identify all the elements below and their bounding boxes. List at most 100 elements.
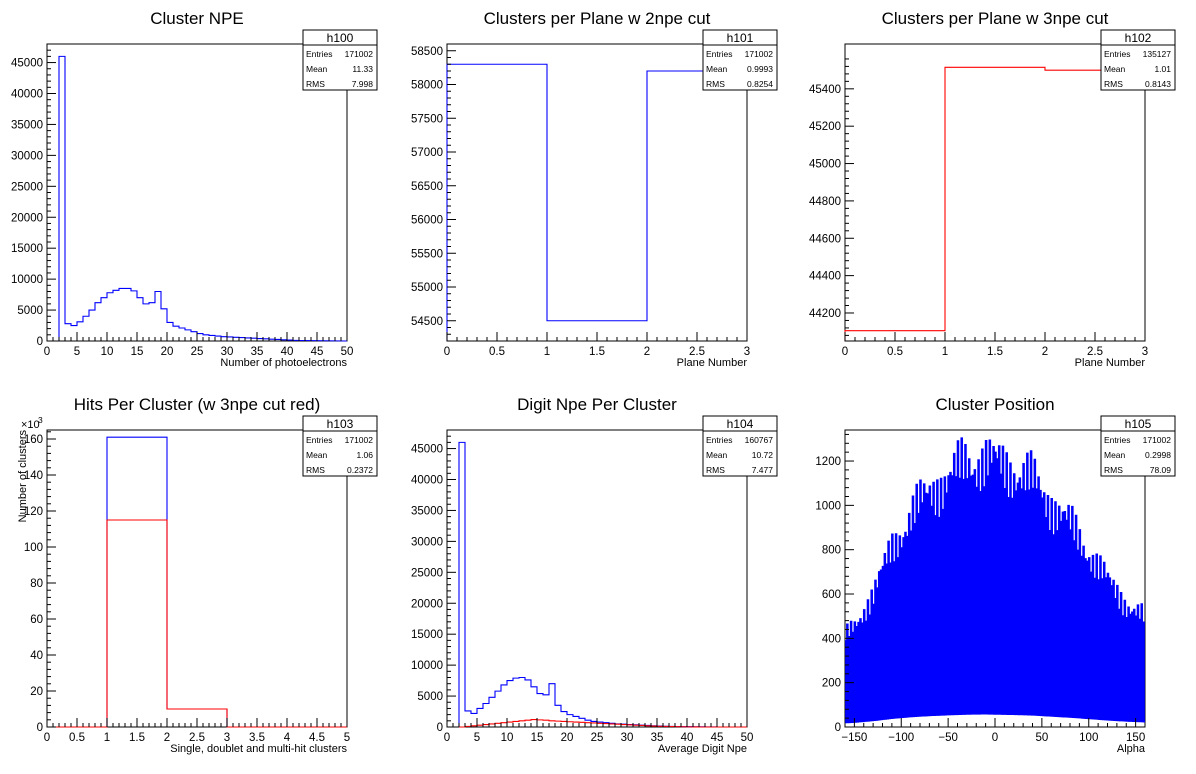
y-tick-label: 25000 bbox=[11, 181, 43, 193]
y-tick-label: 30000 bbox=[411, 536, 443, 548]
x-tick-label: 50 bbox=[341, 346, 354, 358]
stats-name: h102 bbox=[1125, 31, 1152, 45]
x-tick-label: 45 bbox=[311, 346, 324, 358]
stats-box-frame bbox=[302, 415, 378, 477]
x-tick-label: 50 bbox=[741, 732, 754, 744]
y-tick-label: 160 bbox=[24, 434, 43, 446]
stats-value-mean: 1.01 bbox=[1154, 64, 1171, 74]
stats-label-mean: Mean bbox=[706, 450, 728, 460]
stats-value-rms: 0.2372 bbox=[347, 465, 373, 475]
chart-panel-h103: Hits Per Cluster (w 3npe cut red) 0 0.5 1 1.… bbox=[17, 395, 378, 755]
stats-box-frame bbox=[702, 29, 778, 91]
stats-box: h104 Entries 160767 Mean 10.72 RMS 7.477 bbox=[702, 415, 778, 477]
plot-frame bbox=[446, 43, 748, 342]
y-tick-label: 58500 bbox=[411, 46, 443, 58]
y-tick-label: 1200 bbox=[815, 456, 841, 468]
stats-value-mean: 1.06 bbox=[356, 450, 373, 460]
x-tick-label: 35 bbox=[251, 346, 264, 358]
x-tick-label: 0.5 bbox=[489, 346, 505, 358]
x-tick-label: 3 bbox=[224, 732, 230, 744]
x-tick-label: −100 bbox=[888, 732, 914, 744]
y-tick-label: 58000 bbox=[411, 80, 443, 92]
x-tick-label: 1 bbox=[104, 732, 110, 744]
stats-value-entries: 171002 bbox=[745, 49, 774, 59]
x-tick-label: 1.5 bbox=[987, 346, 1003, 358]
x-axis-label: Average Digit Npe bbox=[658, 743, 747, 755]
x-tick-label: 25 bbox=[191, 346, 204, 358]
y-tick-label: 80 bbox=[30, 578, 43, 590]
y-tick-label: 45200 bbox=[809, 121, 841, 133]
y-tick-label: 55000 bbox=[411, 282, 443, 294]
stats-label-entries: Entries bbox=[706, 49, 732, 59]
stats-label-mean: Mean bbox=[306, 64, 328, 74]
x-tick-label: 0 bbox=[44, 732, 50, 744]
x-tick-label: 40 bbox=[681, 732, 694, 744]
x-tick-label: 20 bbox=[561, 732, 574, 744]
x-tick-label: 0 bbox=[44, 346, 50, 358]
x-tick-label: 35 bbox=[651, 732, 664, 744]
y-tick-label: 57500 bbox=[411, 113, 443, 125]
x-tick-label: 2.5 bbox=[1087, 346, 1103, 358]
x-axis-label: Plane Number bbox=[1075, 357, 1146, 369]
stats-name: h104 bbox=[727, 417, 754, 431]
x-axis-label: Alpha bbox=[1117, 743, 1146, 755]
stats-name: h103 bbox=[327, 417, 354, 431]
plot-frame bbox=[446, 429, 748, 728]
y-tick-label: 140 bbox=[24, 470, 43, 482]
stats-label-entries: Entries bbox=[1104, 435, 1130, 445]
stats-value-rms: 0.8254 bbox=[747, 79, 773, 89]
x-tick-label: 5 bbox=[474, 732, 480, 744]
stats-value-entries: 160767 bbox=[745, 435, 774, 445]
series-line bbox=[58, 55, 348, 342]
stats-value-entries: 171002 bbox=[345, 49, 374, 59]
x-tick-label: 4.5 bbox=[309, 732, 325, 744]
series-line bbox=[47, 519, 347, 728]
stats-label-rms: RMS bbox=[1104, 79, 1123, 89]
y-tick-label: 0 bbox=[37, 722, 43, 734]
y-exponent: ×10 bbox=[21, 419, 40, 431]
x-axis-label: Plane Number bbox=[677, 357, 748, 369]
y-tick-label: 100 bbox=[24, 542, 43, 554]
y-tick-label: 15000 bbox=[411, 629, 443, 641]
y-tick-label: 44600 bbox=[809, 233, 841, 245]
stats-value-rms: 7.998 bbox=[352, 79, 374, 89]
series-line bbox=[458, 441, 747, 728]
chart-panel-h104: Digit Npe Per Cluster 0 5 10 15 20 25 30 35 40 45 5… bbox=[411, 395, 778, 755]
x-tick-label: 40 bbox=[281, 346, 294, 358]
x-tick-label: 0 bbox=[992, 732, 998, 744]
y-tick-label: 44200 bbox=[809, 308, 841, 320]
x-tick-label: 2 bbox=[1042, 346, 1048, 358]
chart-panel-h102: Clusters per Plane w 3npe cut 0 0.5 1 1.5 2 2.… bbox=[809, 9, 1176, 369]
stats-label-rms: RMS bbox=[1104, 465, 1123, 475]
x-tick-label: 0 bbox=[842, 346, 848, 358]
x-tick-label: 5 bbox=[344, 732, 350, 744]
y-tick-label: 45000 bbox=[11, 58, 43, 70]
series-line bbox=[845, 437, 1145, 724]
y-tick-label: 10000 bbox=[411, 660, 443, 672]
series-line bbox=[844, 66, 1145, 341]
y-tick-label: 600 bbox=[822, 589, 841, 601]
stats-label-mean: Mean bbox=[1104, 450, 1126, 460]
y-tick-label: 20 bbox=[30, 686, 43, 698]
y-tick-label: 20000 bbox=[11, 212, 43, 224]
chart-title: Digit Npe Per Cluster bbox=[517, 395, 677, 414]
stats-label-entries: Entries bbox=[306, 435, 332, 445]
stats-name: h100 bbox=[327, 31, 354, 45]
y-tick-label: 55500 bbox=[411, 248, 443, 260]
stats-value-entries: 171002 bbox=[345, 435, 374, 445]
x-tick-label: 1.5 bbox=[589, 346, 605, 358]
y-tick-label: 1000 bbox=[815, 500, 841, 512]
stats-box-frame bbox=[1100, 415, 1176, 477]
x-tick-label: −150 bbox=[841, 732, 867, 744]
chart-title: Clusters per Plane w 3npe cut bbox=[882, 9, 1109, 28]
stats-box: h100 Entries 171002 Mean 11.33 RMS 7.998 bbox=[302, 29, 378, 91]
chart-title: Cluster Position bbox=[935, 395, 1054, 414]
x-axis-label: Single, doublet and multi-hit clusters bbox=[170, 743, 347, 755]
stats-label-rms: RMS bbox=[706, 79, 725, 89]
y-tick-label: 45400 bbox=[809, 84, 841, 96]
stats-value-entries: 135127 bbox=[1143, 49, 1172, 59]
stats-box: h101 Entries 171002 Mean 0.9993 RMS 0.8254 bbox=[702, 29, 778, 91]
y-tick-label: 5000 bbox=[17, 305, 43, 317]
series-line bbox=[446, 63, 747, 341]
y-tick-label: 120 bbox=[24, 506, 43, 518]
